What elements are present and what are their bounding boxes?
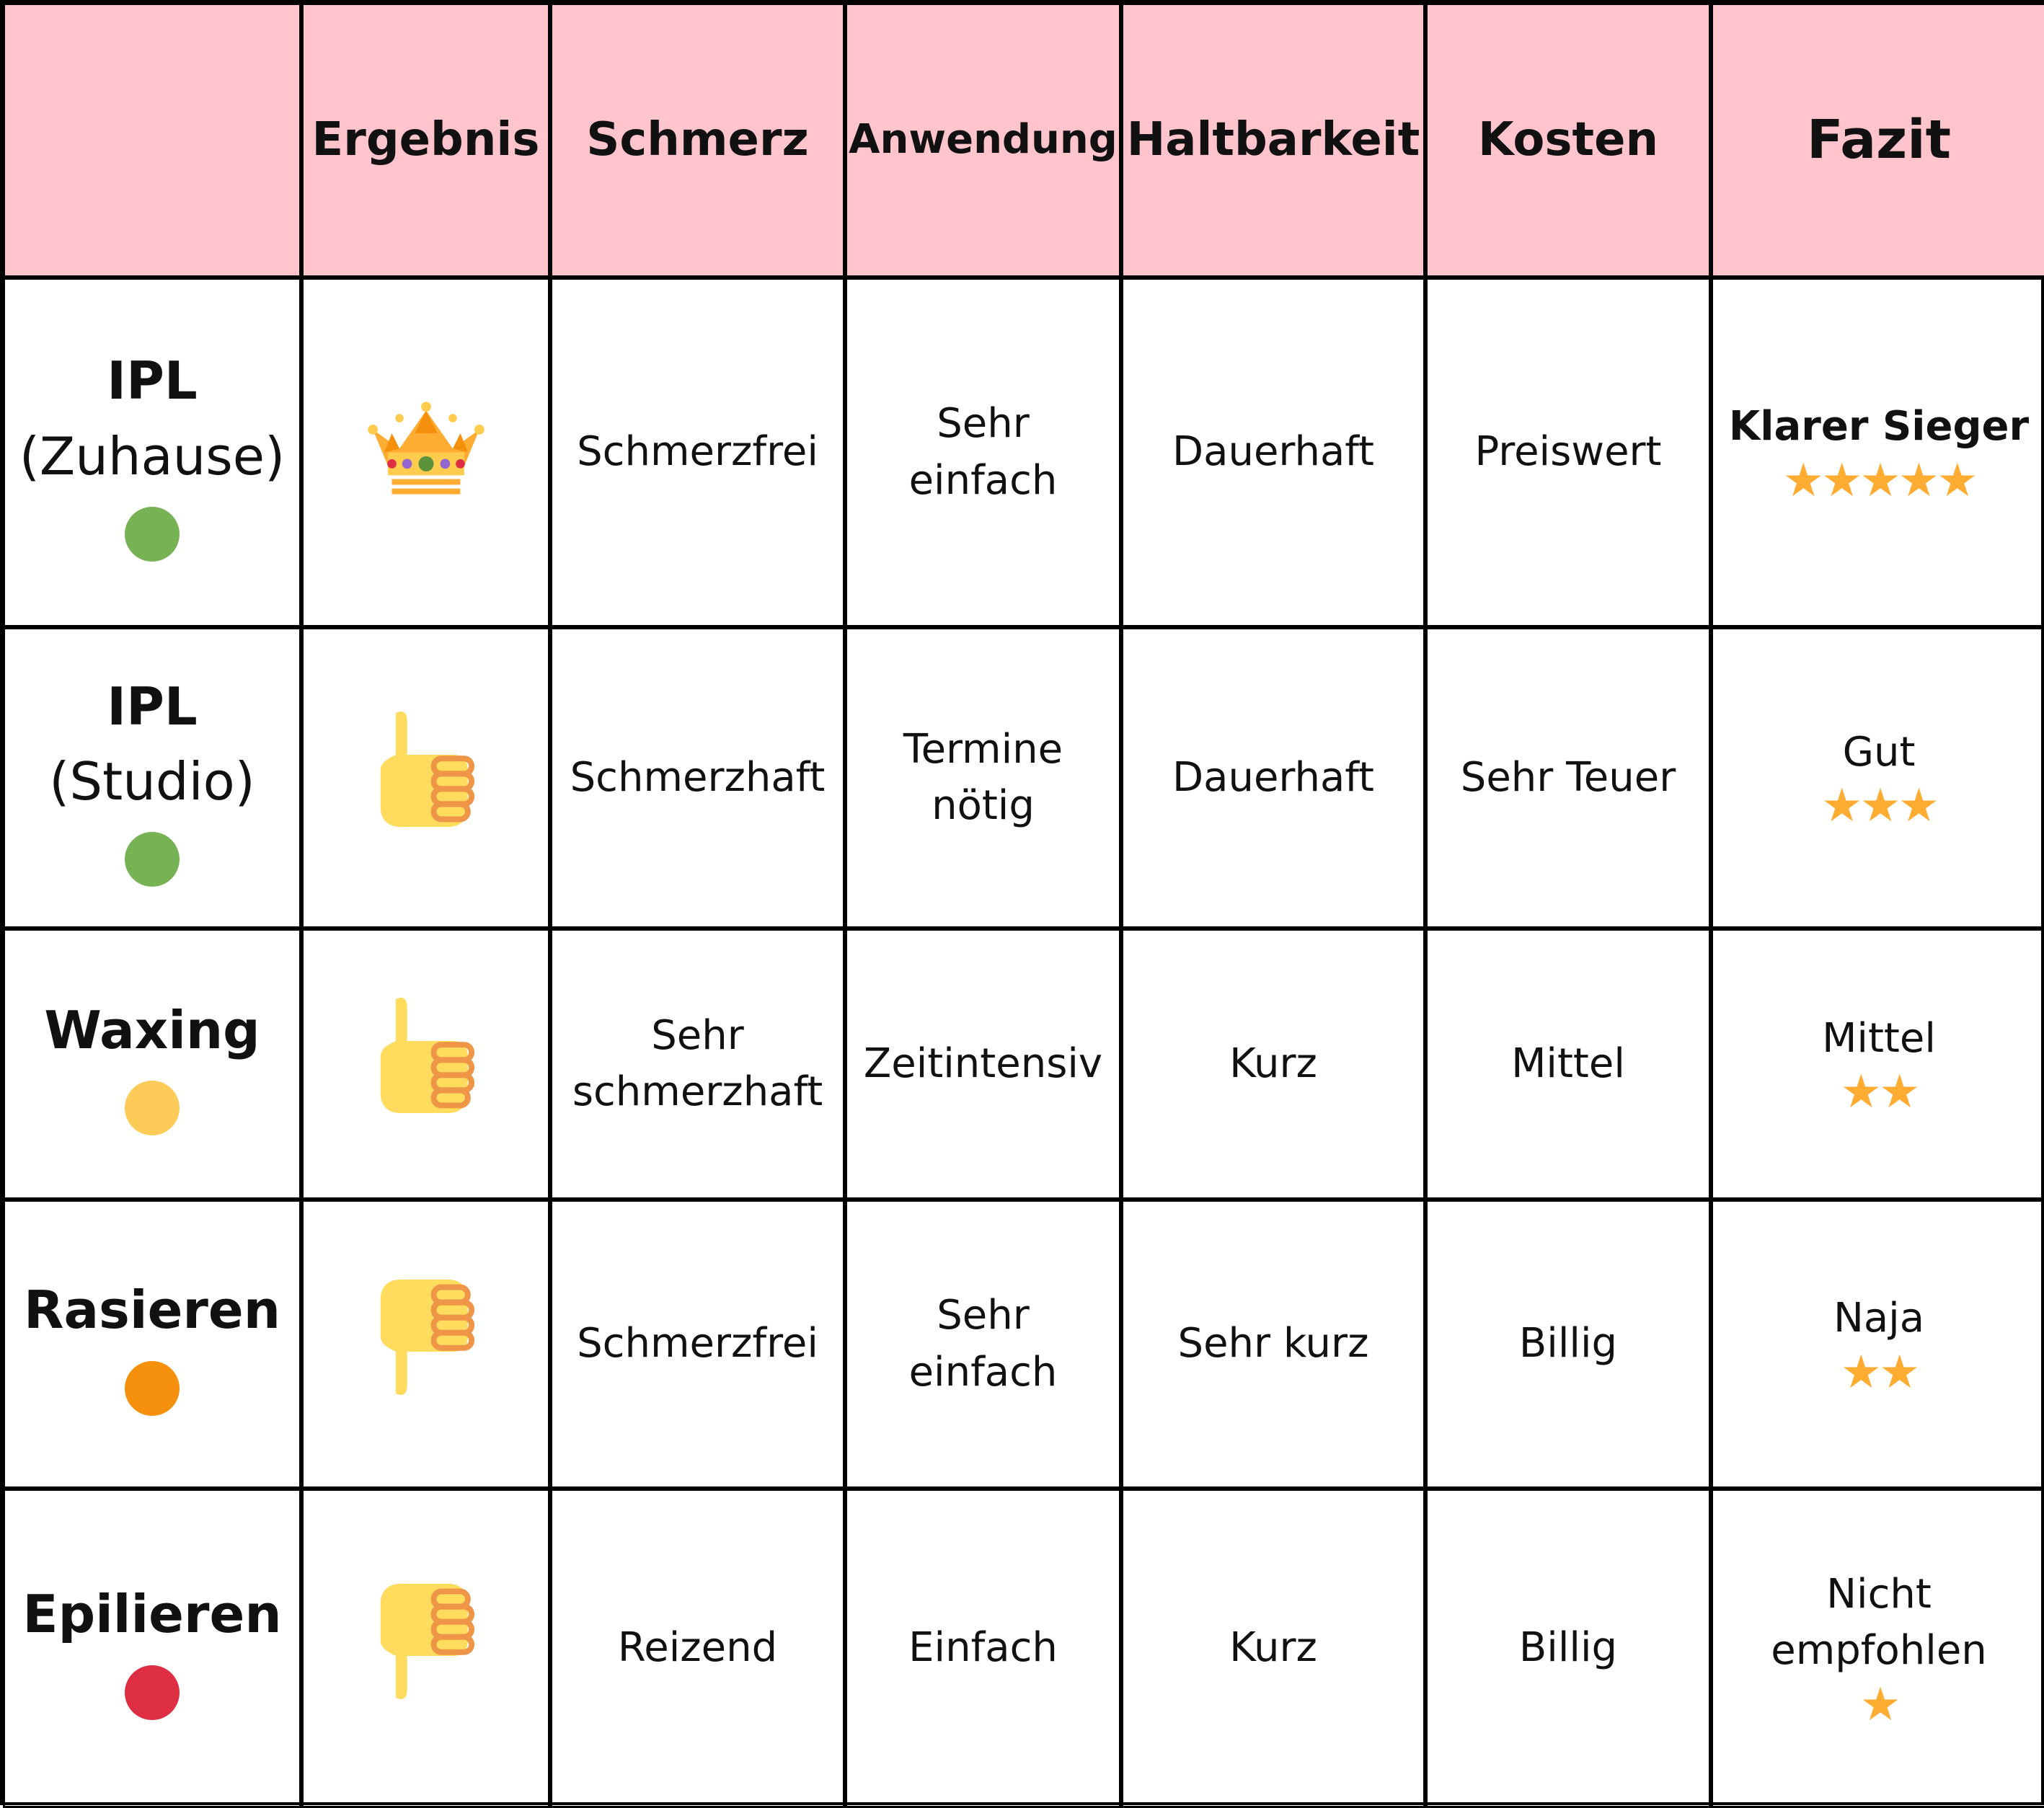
status-dot [125, 506, 180, 562]
header-kosten: Kosten [1425, 3, 1711, 278]
verdict-cell: Gut ★★★ [1711, 627, 2044, 929]
row-label: IPL (Studio) [3, 627, 301, 929]
result-cell [301, 929, 550, 1200]
result-cell [301, 278, 550, 627]
method-sub: (Zuhause) [19, 425, 286, 487]
durability-cell: Kurz [1121, 1489, 1425, 1808]
method-sub: (Studio) [49, 751, 255, 812]
cell-text: Gut [1842, 728, 1916, 776]
cell-text: schmerzhaft [572, 1068, 823, 1115]
method-name: Epilieren [22, 1584, 282, 1645]
cell-text: Termine [903, 725, 1063, 773]
cost-cell: Billig [1425, 1489, 1711, 1808]
verdict-cell: Nicht empfohlen ★ [1711, 1489, 2044, 1808]
cost-cell: Mittel [1425, 929, 1711, 1200]
pain-cell: Reizend [550, 1489, 845, 1808]
pain-cell: Schmerzhaft [550, 627, 845, 929]
cell-text: Sehr Teuer [1460, 753, 1676, 801]
star-rating: ★★ [1840, 1345, 1921, 1399]
verdict-cell: Klarer Sieger ★★★★★ [1711, 278, 2044, 627]
use-cell: Termine nötig [845, 627, 1121, 929]
star-rating: ★★ [1840, 1065, 1921, 1119]
cell-text: Mittel [1822, 1014, 1936, 1062]
cell-text: empfohlen [1771, 1627, 1987, 1675]
method-name: Waxing [44, 999, 260, 1060]
header-fazit: Fazit [1711, 3, 2044, 278]
cell-text: Schmerzhaft [570, 753, 826, 801]
cell-text: Schmerzfrei [577, 1320, 818, 1368]
row-label: Rasieren [3, 1200, 301, 1489]
cell-text: einfach [908, 456, 1058, 504]
verdict-cell: Naja ★★ [1711, 1200, 2044, 1489]
durability-cell: Dauerhaft [1121, 627, 1425, 929]
cost-cell: Sehr Teuer [1425, 627, 1711, 929]
cell-text: Mittel [1511, 1040, 1625, 1087]
method-name: Rasieren [24, 1280, 280, 1341]
use-cell: Sehr einfach [845, 278, 1121, 627]
status-dot [125, 832, 180, 887]
durability-cell: Kurz [1121, 929, 1425, 1200]
pain-cell: Schmerzfrei [550, 278, 845, 627]
cell-text: nötig [932, 782, 1035, 829]
cell-text: Einfach [908, 1624, 1058, 1672]
durability-cell: Sehr kurz [1121, 1200, 1425, 1489]
cell-text: Billig [1518, 1320, 1618, 1368]
cell-text: Zeitintensiv [863, 1040, 1103, 1087]
result-cell [301, 1200, 550, 1489]
cost-cell: Preiswert [1425, 278, 1711, 627]
cell-text: Klarer Sieger [1728, 403, 2030, 451]
thumbs-down-icon [358, 1264, 495, 1424]
cell-text: Kurz [1229, 1624, 1317, 1672]
cell-text: einfach [908, 1348, 1058, 1396]
header-schmerz: Schmerz [550, 3, 845, 278]
header-empty [3, 3, 301, 278]
method-name: IPL [107, 350, 198, 412]
cell-text: Nicht [1826, 1570, 1932, 1618]
cell-text: Sehr [937, 400, 1030, 448]
durability-cell: Dauerhaft [1121, 278, 1425, 627]
use-cell: Sehr einfach [845, 1200, 1121, 1489]
cell-text: Sehr kurz [1177, 1320, 1369, 1368]
cell-text: Sehr [937, 1292, 1030, 1339]
result-cell [301, 1489, 550, 1808]
pain-cell: Sehr schmerzhaft [550, 929, 845, 1200]
header-anwendung: Anwendung [845, 3, 1121, 278]
verdict-cell: Mittel ★★ [1711, 929, 2044, 1200]
row-label: Epilieren [3, 1489, 301, 1808]
cell-text: Dauerhaft [1172, 428, 1374, 476]
cost-cell: Billig [1425, 1200, 1711, 1489]
cell-text: Preiswert [1474, 428, 1662, 476]
header-ergebnis: Ergebnis [301, 3, 550, 278]
header-haltbarkeit: Haltbarkeit [1121, 3, 1425, 278]
star-rating: ★★★★★ [1782, 453, 1978, 508]
thumbs-down-icon [358, 1569, 495, 1728]
status-dot [125, 1665, 180, 1720]
use-cell: Einfach [845, 1489, 1121, 1808]
cell-text: Sehr [651, 1011, 744, 1059]
cell-text: Schmerzfrei [577, 428, 818, 476]
cell-text: Naja [1833, 1295, 1925, 1342]
cell-text: Reizend [617, 1624, 778, 1672]
status-dot [125, 1360, 180, 1416]
status-dot [125, 1081, 180, 1136]
row-label: Waxing [3, 929, 301, 1200]
thumbs-up-icon [358, 698, 495, 857]
thumbs-up-icon [358, 984, 495, 1143]
cell-text: Dauerhaft [1172, 753, 1374, 801]
crown-icon [358, 376, 495, 528]
pain-cell: Schmerzfrei [550, 1200, 845, 1489]
cell-text: Billig [1518, 1624, 1618, 1672]
result-cell [301, 627, 550, 929]
row-label: IPL (Zuhause) [3, 278, 301, 627]
star-rating: ★★★ [1820, 779, 1939, 833]
cell-text: Kurz [1229, 1040, 1317, 1087]
star-rating: ★ [1859, 1678, 1901, 1732]
use-cell: Zeitintensiv [845, 929, 1121, 1200]
method-name: IPL [107, 675, 198, 737]
